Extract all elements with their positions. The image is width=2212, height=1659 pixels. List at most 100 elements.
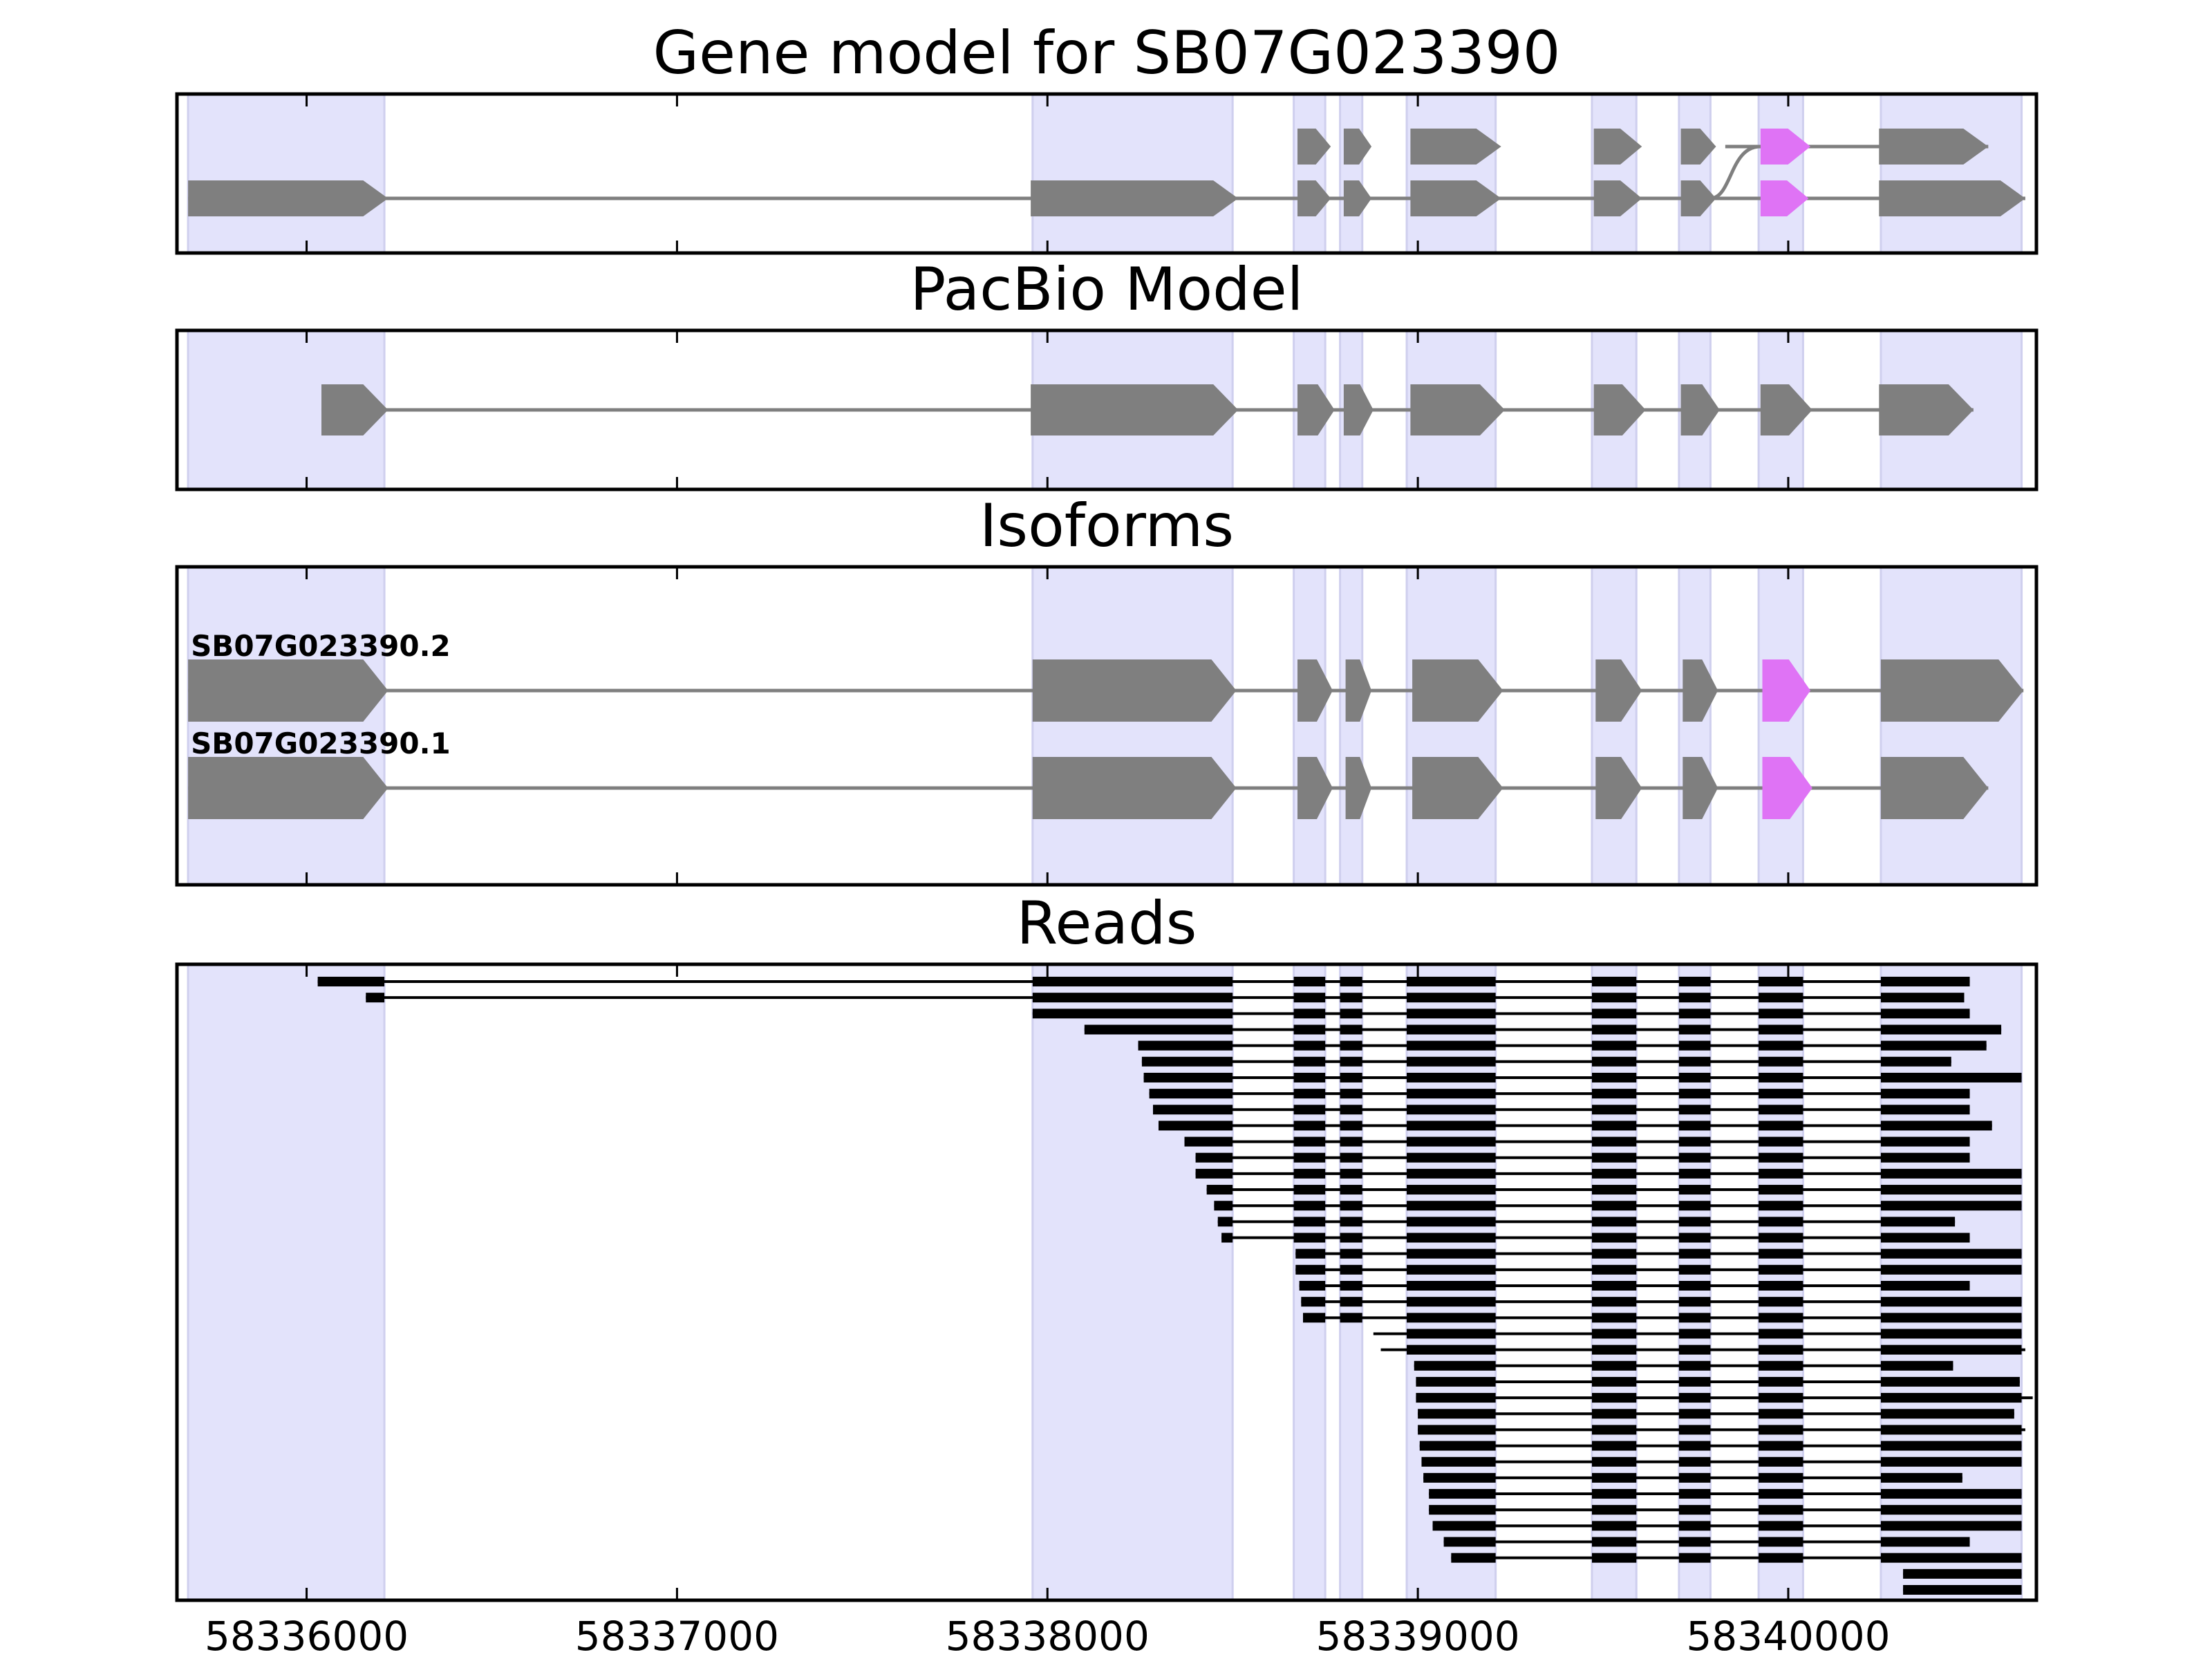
read-block: [1591, 1072, 1637, 1082]
read-block: [1678, 1136, 1711, 1147]
read-block: [1159, 1121, 1233, 1131]
exon: [1683, 659, 1718, 722]
read-block: [1880, 1456, 2022, 1467]
axes-frame: [175, 92, 2038, 255]
read-block: [1880, 1393, 2022, 1403]
read-block: [1340, 1313, 1362, 1323]
read-block: [1880, 1425, 2022, 1435]
read-block: [1591, 1217, 1637, 1227]
read-block: [1293, 977, 1326, 986]
read-block: [1293, 1089, 1326, 1099]
x-tick-label: 58336000: [205, 1613, 409, 1659]
read-block: [1880, 1521, 2022, 1531]
gene-model-track: [188, 180, 2025, 216]
read-block: [1759, 1489, 1803, 1499]
read-block: [1880, 1121, 1992, 1131]
read-block: [1407, 1281, 1496, 1291]
read-block: [1295, 1264, 1326, 1275]
read-block: [1214, 1201, 1233, 1211]
read-block: [1340, 977, 1362, 986]
read-block: [1301, 1297, 1326, 1307]
read-block: [1340, 1089, 1362, 1099]
exon-region-band: [1031, 963, 1234, 1602]
read-block: [1678, 1009, 1711, 1019]
read-block: [1293, 1105, 1326, 1115]
read-block: [1591, 1489, 1637, 1499]
gene-model-axes: [175, 92, 2038, 255]
read-block: [1880, 1105, 1970, 1115]
read-block: [1293, 1009, 1326, 1019]
read-block: [1138, 1040, 1233, 1051]
read-block: [1293, 1168, 1326, 1179]
read-block: [1340, 1217, 1362, 1227]
exon: [1343, 129, 1372, 165]
read-block: [1880, 1329, 2022, 1339]
read-block: [1591, 1056, 1637, 1067]
read-block: [1407, 1136, 1496, 1147]
read-block: [1591, 1329, 1637, 1339]
read-block: [1407, 1344, 1496, 1355]
read-block: [1591, 1456, 1637, 1467]
exon: [1593, 384, 1646, 435]
x-tick-label: 58340000: [1686, 1613, 1890, 1659]
read-block: [1678, 1456, 1711, 1467]
read-block: [1678, 1537, 1711, 1547]
read-block: [1340, 1168, 1362, 1179]
read-block: [1293, 1072, 1326, 1082]
exon: [1410, 180, 1501, 216]
read-block: [1340, 1009, 1362, 1019]
read-block: [1407, 1056, 1496, 1067]
read-block: [1759, 1072, 1803, 1082]
exon: [1410, 384, 1505, 435]
read-block: [1423, 1472, 1496, 1483]
read-block: [1295, 1248, 1326, 1259]
axes-frame: [175, 328, 2038, 491]
exon: [1412, 659, 1503, 722]
read-block: [1407, 1105, 1496, 1115]
read-block: [1678, 1152, 1711, 1163]
read-block: [1880, 1056, 1951, 1067]
read-block: [1759, 1456, 1803, 1467]
exon: [1760, 384, 1812, 435]
read-block: [1416, 1376, 1496, 1387]
read-block: [1407, 1217, 1496, 1227]
read-block: [1407, 1264, 1496, 1275]
read-block: [1759, 1168, 1803, 1179]
read-block: [1414, 1360, 1496, 1371]
read-block: [1032, 1009, 1233, 1019]
read-block: [1759, 1537, 1803, 1547]
read-block: [1880, 1185, 2022, 1195]
read-block: [1340, 1232, 1362, 1243]
exon-region-band: [1757, 565, 1804, 886]
read-block: [1759, 1521, 1803, 1531]
read-block: [1678, 1040, 1711, 1051]
read-block: [1759, 1409, 1803, 1419]
read-block: [1429, 1505, 1496, 1515]
read-block: [1880, 1281, 1970, 1291]
read-block: [1880, 1489, 2022, 1499]
highlighted-exon: [1760, 180, 1809, 216]
read-block: [1678, 1505, 1711, 1515]
read-block: [1759, 1329, 1803, 1339]
read-block: [1759, 1297, 1803, 1307]
read-block: [1678, 1281, 1711, 1291]
read-block: [1759, 1393, 1803, 1403]
read-block: [1340, 1248, 1362, 1259]
exon: [321, 384, 388, 435]
exon-region-band: [1339, 93, 1364, 254]
exon-region-band: [1757, 93, 1804, 254]
read-block: [1591, 1281, 1637, 1291]
read-block: [1880, 1136, 1970, 1147]
exon: [188, 180, 388, 216]
read-block: [1759, 1217, 1803, 1227]
exon: [1297, 757, 1333, 819]
read-block: [1759, 977, 1803, 986]
read-block: [1419, 1441, 1496, 1451]
read-block: [1678, 1425, 1711, 1435]
read-block: [1407, 1297, 1496, 1307]
read-block: [1678, 1264, 1711, 1275]
exon-region-band: [1339, 565, 1364, 886]
read-block: [1221, 1232, 1233, 1243]
exon-region-band: [1293, 93, 1327, 254]
